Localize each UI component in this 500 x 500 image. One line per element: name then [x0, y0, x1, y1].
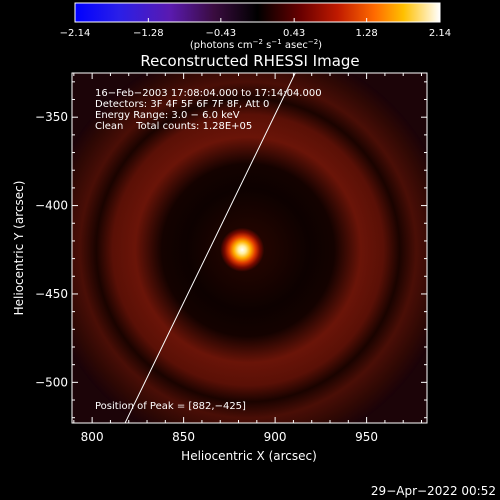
colorbar-units-label: (photons cm−2 s−1 asec−2)	[190, 38, 322, 51]
y-tick-label: −400	[35, 199, 68, 213]
x-tick-label: 850	[172, 430, 195, 444]
info-line-counts: Clean Total counts: 1.28E+05	[95, 121, 252, 132]
x-axis-ticks: 800 850 900 950	[73, 73, 423, 444]
y-tick-label: −500	[35, 375, 68, 389]
solar-limb-line	[124, 73, 296, 423]
info-line-energy: Energy Range: 3.0 − 6.0 keV	[95, 110, 240, 121]
info-line-date: 16−Feb−2003 17:08:04.000 to 17:14:04.000	[95, 88, 322, 99]
image-area	[71, 72, 428, 424]
colorbar-tick-label: −0.43	[206, 28, 237, 39]
y-tick-label: −450	[35, 287, 68, 301]
y-axis-label: Heliocentric Y (arcsec)	[12, 181, 26, 316]
peak-position-label: Position of Peak = [882,−425]	[95, 401, 246, 412]
peak-source	[220, 227, 265, 272]
info-line-detectors: Detectors: 3F 4F 5F 6F 7F 8F, Att 0	[95, 99, 269, 110]
plot-frame	[71, 72, 428, 424]
x-axis-label: Heliocentric X (arcsec)	[181, 449, 317, 463]
colorbar: −2.14 −1.28 −0.43 0.43 1.28 2.14 (photons cm−…	[60, 2, 451, 51]
x-tick-label: 950	[355, 430, 378, 444]
colorbar-tick-label: 2.14	[429, 28, 451, 39]
plot-title: Reconstructed RHESSI Image	[140, 52, 359, 70]
info-block: 16−Feb−2003 17:08:04.000 to 17:14:04.000…	[95, 88, 322, 132]
x-tick-label: 900	[264, 430, 287, 444]
colorbar-tick-label: 0.43	[283, 28, 305, 39]
y-axis-ticks: −350 −400 −450 −500	[35, 81, 427, 419]
colorbar-tick-label: 1.28	[356, 28, 378, 39]
footer-timestamp: 29−Apr−2022 00:52	[371, 484, 496, 498]
colorbar-ticks: −2.14 −1.28 −0.43 0.43 1.28 2.14	[60, 18, 451, 39]
x-tick-label: 800	[81, 430, 104, 444]
colorbar-tick-label: −1.28	[133, 28, 164, 39]
colorbar-tick-label: −2.14	[60, 28, 91, 39]
colorbar-gradient	[74, 2, 441, 23]
y-tick-label: −350	[35, 110, 68, 124]
